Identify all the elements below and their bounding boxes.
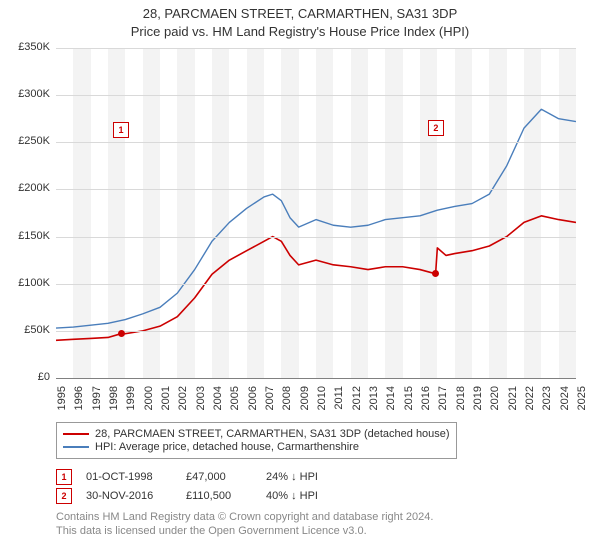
- x-axis-label: 2008: [281, 386, 293, 418]
- event-date: 30-NOV-2016: [86, 490, 186, 502]
- legend-item: 28, PARCMAEN STREET, CARMARTHEN, SA31 3D…: [63, 428, 450, 440]
- y-axis-label: £200K: [4, 182, 50, 194]
- x-axis-label: 2025: [576, 386, 588, 418]
- x-axis-label: 2001: [160, 386, 172, 418]
- y-axis-label: £50K: [4, 324, 50, 336]
- event-marker-dot: [118, 330, 125, 337]
- y-axis-label: £350K: [4, 41, 50, 53]
- x-axis-label: 1999: [125, 386, 137, 418]
- x-axis-label: 2010: [316, 386, 328, 418]
- event-marker-label: 1: [113, 122, 129, 138]
- x-axis-label: 2020: [489, 386, 501, 418]
- x-axis-label: 2011: [333, 386, 345, 418]
- gridline-horizontal: [56, 189, 576, 190]
- legend-label: 28, PARCMAEN STREET, CARMARTHEN, SA31 3D…: [95, 428, 450, 440]
- x-axis-label: 2013: [368, 386, 380, 418]
- x-axis-label: 2014: [385, 386, 397, 418]
- x-axis-label: 1995: [56, 386, 68, 418]
- x-axis-baseline: [56, 378, 576, 379]
- x-axis-label: 2000: [143, 386, 155, 418]
- x-axis-label: 2003: [195, 386, 207, 418]
- event-price: £110,500: [186, 490, 266, 502]
- x-axis-label: 2002: [177, 386, 189, 418]
- y-axis-label: £100K: [4, 277, 50, 289]
- y-axis-label: £150K: [4, 230, 50, 242]
- x-axis-label: 1998: [108, 386, 120, 418]
- gridline-horizontal: [56, 237, 576, 238]
- x-axis-label: 2021: [507, 386, 519, 418]
- x-axis-label: 2007: [264, 386, 276, 418]
- event-number-box: 2: [56, 488, 72, 504]
- footer-line-1: Contains HM Land Registry data © Crown c…: [56, 510, 433, 524]
- legend-swatch: [63, 433, 89, 435]
- chart-container: 28, PARCMAEN STREET, CARMARTHEN, SA31 3D…: [0, 0, 600, 560]
- attribution-footer: Contains HM Land Registry data © Crown c…: [56, 510, 433, 539]
- event-date: 01-OCT-1998: [86, 471, 186, 483]
- event-row: 1 01-OCT-1998£47,00024% ↓ HPI: [56, 469, 318, 485]
- x-axis-label: 1996: [73, 386, 85, 418]
- event-table: 1 01-OCT-1998£47,00024% ↓ HPI 2 30-NOV-2016…: [56, 466, 318, 507]
- x-axis-label: 2018: [455, 386, 467, 418]
- x-axis-label: 2022: [524, 386, 536, 418]
- legend-label: HPI: Average price, detached house, Carm…: [95, 441, 359, 453]
- series-svg: [56, 48, 576, 378]
- x-axis-label: 2009: [299, 386, 311, 418]
- x-axis-label: 2023: [541, 386, 553, 418]
- legend-swatch: [63, 446, 89, 448]
- gridline-horizontal: [56, 331, 576, 332]
- gridline-horizontal: [56, 142, 576, 143]
- x-axis-label: 1997: [91, 386, 103, 418]
- x-axis-label: 2024: [559, 386, 571, 418]
- event-delta: 40% ↓ HPI: [266, 490, 318, 502]
- event-marker-label: 2: [428, 120, 444, 136]
- event-row: 2 30-NOV-2016£110,50040% ↓ HPI: [56, 488, 318, 504]
- footer-line-2: This data is licensed under the Open Gov…: [56, 524, 433, 538]
- event-price: £47,000: [186, 471, 266, 483]
- x-axis-label: 2019: [472, 386, 484, 418]
- x-axis-label: 2017: [437, 386, 449, 418]
- x-axis-label: 2012: [351, 386, 363, 418]
- y-axis-label: £300K: [4, 88, 50, 100]
- y-axis-label: £250K: [4, 135, 50, 147]
- gridline-horizontal: [56, 95, 576, 96]
- x-axis-label: 2004: [212, 386, 224, 418]
- y-axis-label: £0: [4, 371, 50, 383]
- legend-box: 28, PARCMAEN STREET, CARMARTHEN, SA31 3D…: [56, 422, 457, 459]
- legend-item: HPI: Average price, detached house, Carm…: [63, 441, 450, 453]
- plot-box: [56, 48, 576, 378]
- gridline-horizontal: [56, 48, 576, 49]
- x-axis-label: 2005: [229, 386, 241, 418]
- gridline-horizontal: [56, 284, 576, 285]
- x-axis-label: 2016: [420, 386, 432, 418]
- x-axis-label: 2015: [403, 386, 415, 418]
- x-axis-label: 2006: [247, 386, 259, 418]
- event-number-box: 1: [56, 469, 72, 485]
- event-delta: 24% ↓ HPI: [266, 471, 318, 483]
- series-price-paid-line: [56, 216, 576, 340]
